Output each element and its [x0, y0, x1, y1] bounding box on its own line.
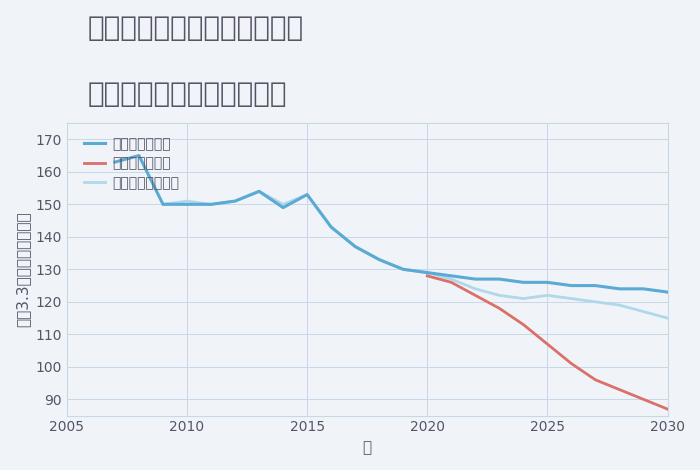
バッドシナリオ: [519, 322, 528, 328]
グッドシナリオ: [664, 289, 672, 295]
グッドシナリオ: [231, 198, 239, 204]
グッドシナリオ: [639, 286, 648, 292]
バッドシナリオ: [615, 387, 624, 392]
Line: ノーマルシナリオ: ノーマルシナリオ: [163, 191, 668, 318]
ノーマルシナリオ: [351, 244, 359, 250]
ノーマルシナリオ: [399, 266, 407, 272]
グッドシナリオ: [375, 257, 384, 262]
グッドシナリオ: [567, 283, 575, 289]
グッドシナリオ: [207, 202, 216, 207]
Legend: グッドシナリオ, バッドシナリオ, ノーマルシナリオ: グッドシナリオ, バッドシナリオ, ノーマルシナリオ: [80, 133, 183, 195]
ノーマルシナリオ: [303, 192, 312, 197]
グッドシナリオ: [327, 224, 335, 230]
グッドシナリオ: [495, 276, 503, 282]
グッドシナリオ: [351, 244, 359, 250]
バッドシナリオ: [447, 280, 456, 285]
ノーマルシナリオ: [255, 188, 263, 194]
ノーマルシナリオ: [615, 302, 624, 308]
バッドシナリオ: [423, 273, 431, 279]
グッドシナリオ: [135, 153, 143, 158]
Text: 兵庫県姫路市飾磨区今在家の: 兵庫県姫路市飾磨区今在家の: [88, 14, 304, 42]
グッドシナリオ: [279, 205, 287, 211]
ノーマルシナリオ: [279, 202, 287, 207]
ノーマルシナリオ: [567, 296, 575, 301]
グッドシナリオ: [303, 192, 312, 197]
グッドシナリオ: [543, 280, 552, 285]
Line: グッドシナリオ: グッドシナリオ: [115, 156, 668, 292]
グッドシナリオ: [615, 286, 624, 292]
バッドシナリオ: [639, 397, 648, 402]
ノーマルシナリオ: [447, 276, 456, 282]
ノーマルシナリオ: [231, 198, 239, 204]
グッドシナリオ: [183, 202, 191, 207]
グッドシナリオ: [159, 202, 167, 207]
Text: 中古マンションの価格推移: 中古マンションの価格推移: [88, 80, 287, 108]
ノーマルシナリオ: [592, 299, 600, 305]
ノーマルシナリオ: [423, 270, 431, 275]
バッドシナリオ: [471, 292, 480, 298]
ノーマルシナリオ: [543, 292, 552, 298]
グッドシナリオ: [255, 188, 263, 194]
グッドシナリオ: [399, 266, 407, 272]
グッドシナリオ: [471, 276, 480, 282]
バッドシナリオ: [567, 361, 575, 367]
Line: バッドシナリオ: バッドシナリオ: [427, 276, 668, 409]
グッドシナリオ: [423, 270, 431, 275]
グッドシナリオ: [519, 280, 528, 285]
ノーマルシナリオ: [183, 198, 191, 204]
バッドシナリオ: [664, 406, 672, 412]
ノーマルシナリオ: [159, 202, 167, 207]
ノーマルシナリオ: [495, 292, 503, 298]
ノーマルシナリオ: [471, 286, 480, 292]
バッドシナリオ: [495, 306, 503, 311]
バッドシナリオ: [543, 341, 552, 347]
グッドシナリオ: [447, 273, 456, 279]
ノーマルシナリオ: [519, 296, 528, 301]
グッドシナリオ: [111, 159, 119, 165]
ノーマルシナリオ: [207, 202, 216, 207]
ノーマルシナリオ: [639, 309, 648, 314]
X-axis label: 年: 年: [363, 440, 372, 455]
Y-axis label: 坪（3.3㎡）単価（万円）: 坪（3.3㎡）単価（万円）: [15, 212, 30, 327]
ノーマルシナリオ: [375, 257, 384, 262]
ノーマルシナリオ: [664, 315, 672, 321]
グッドシナリオ: [592, 283, 600, 289]
ノーマルシナリオ: [327, 224, 335, 230]
バッドシナリオ: [592, 377, 600, 383]
